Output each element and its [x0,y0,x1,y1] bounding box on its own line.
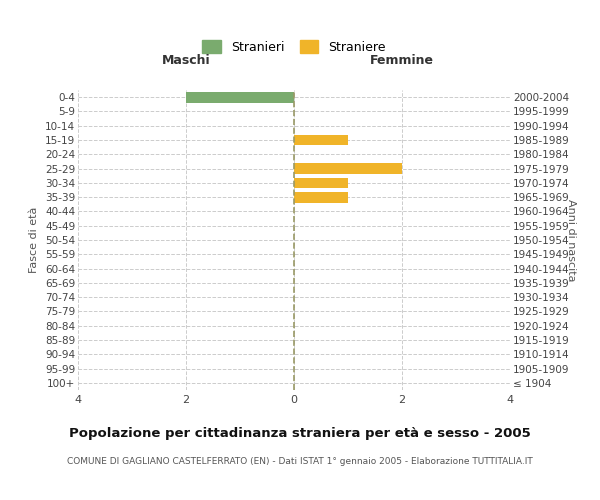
Bar [294,163,402,174]
Text: Femmine: Femmine [370,54,434,68]
Bar [294,134,348,145]
Legend: Stranieri, Straniere: Stranieri, Straniere [199,36,389,58]
Y-axis label: Anni di nascita: Anni di nascita [566,198,577,281]
Text: Popolazione per cittadinanza straniera per età e sesso - 2005: Popolazione per cittadinanza straniera p… [69,428,531,440]
Bar [294,192,348,202]
Bar [294,178,348,188]
Y-axis label: Fasce di età: Fasce di età [29,207,40,273]
Bar [186,92,294,102]
Text: COMUNE DI GAGLIANO CASTELFERRATO (EN) - Dati ISTAT 1° gennaio 2005 - Elaborazion: COMUNE DI GAGLIANO CASTELFERRATO (EN) - … [67,458,533,466]
Text: Maschi: Maschi [161,54,211,68]
